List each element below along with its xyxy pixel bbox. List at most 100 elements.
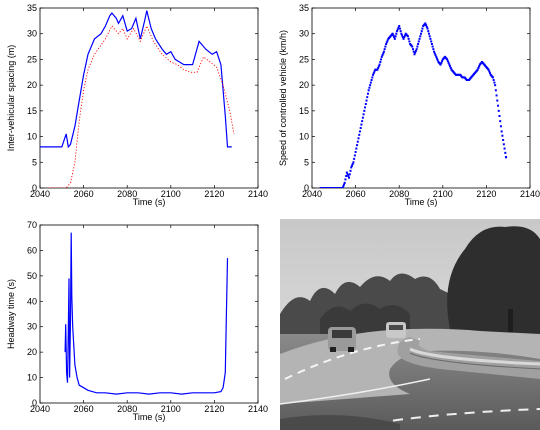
speed-data-point	[385, 43, 388, 45]
speed-data-point	[416, 45, 419, 48]
y-tick-label: 5	[32, 157, 37, 167]
speed-data-point	[419, 35, 422, 38]
speed-data-point	[496, 99, 499, 102]
x-tick-label: 2040	[302, 189, 322, 199]
speed-data-point	[349, 169, 352, 172]
x-axis-label: Time (s)	[133, 412, 166, 422]
y-tick-label: 20	[299, 80, 309, 90]
speed-data-point	[493, 81, 496, 84]
speed-data-point	[342, 183, 345, 186]
speed-data-point	[431, 45, 434, 48]
y-tick-label: 50	[27, 271, 37, 281]
speed-data-point	[501, 134, 504, 137]
speed-data-point	[396, 30, 399, 33]
speed-data-point	[321, 187, 324, 188]
x-tick-label: 2100	[161, 189, 181, 199]
speed-data-point	[449, 67, 452, 69]
speed-data-point	[397, 26, 400, 29]
speed-data-point	[334, 187, 337, 188]
speed-data-point	[418, 37, 421, 40]
speed-data-point	[373, 70, 376, 73]
y-axis-label: Inter-vehicular spacing (m)	[6, 45, 16, 152]
speed-data-point	[504, 151, 507, 154]
speed-data-point	[399, 30, 402, 33]
speed-data-point	[345, 175, 348, 177]
y-tick-label: 25	[27, 54, 37, 64]
x-tick-label: 2080	[389, 189, 409, 199]
speed-data-point	[362, 113, 365, 116]
x-axis-label: Time (s)	[405, 197, 438, 207]
speed-data-point	[367, 89, 370, 92]
y-tick-label: 25	[299, 54, 309, 64]
speed-data-point	[361, 120, 364, 123]
speed-data-point	[497, 104, 500, 107]
speed-data-point	[436, 59, 439, 62]
measured-series-line	[64, 232, 229, 395]
speed-data-point	[430, 40, 433, 43]
speed-data-point	[492, 79, 495, 81]
speed-data-point	[348, 176, 351, 179]
plot-area-frame	[39, 224, 259, 404]
y-tick-label: 5	[304, 157, 309, 167]
speed-data-point	[377, 65, 380, 68]
x-tick-label: 2140	[248, 189, 268, 199]
speed-data-point	[487, 68, 490, 71]
speed-data-point	[499, 125, 502, 128]
speed-data-point	[500, 130, 503, 133]
speed-data-point	[402, 37, 405, 40]
speed-data-point	[424, 22, 427, 25]
x-tick-label: 2080	[117, 189, 137, 199]
speed-data-point	[384, 45, 387, 48]
speed-series	[319, 22, 508, 188]
speed-data-point	[477, 67, 480, 69]
speed-data-point	[338, 187, 341, 188]
speed-chart-svg: 2040 2060 2080 2100 2120 2140 0 5 10 15 20 25 30 35 Ti…	[278, 3, 540, 207]
spacing-chart-svg: 2040 2060 2080 2100 2120 2140 0 5 10 15 20 25 30 35 Ti…	[6, 3, 268, 207]
speed-data-point	[370, 79, 373, 81]
speed-data-point	[344, 178, 347, 181]
speed-data-point	[348, 173, 351, 176]
x-tick-label: 2140	[520, 189, 540, 199]
speed-data-point	[369, 81, 372, 84]
plot-area-frame	[311, 7, 531, 189]
speed-data-point	[414, 51, 417, 54]
speed-data-point	[378, 63, 381, 66]
y-tick-label: 10	[27, 373, 37, 383]
y-axis-label: Speed of controlled vehicle (km/h)	[278, 30, 288, 166]
speed-data-point	[408, 40, 411, 43]
speed-data-point	[427, 30, 430, 33]
road-scene-image	[280, 219, 540, 430]
speed-data-point	[359, 127, 362, 129]
speed-data-point	[441, 60, 444, 63]
speed-data-point	[425, 25, 428, 28]
y-tick-label: 30	[27, 29, 37, 39]
speed-data-point	[380, 58, 383, 61]
speed-data-point	[341, 187, 344, 188]
speed-data-point	[396, 28, 399, 31]
speed-data-point	[417, 43, 420, 45]
speed-data-point	[331, 187, 334, 188]
speed-data-point	[376, 68, 379, 71]
speed-data-point	[356, 144, 359, 147]
speed-data-point	[328, 187, 331, 188]
speed-data-point	[491, 76, 494, 79]
speed-data-point	[494, 84, 497, 87]
plot-area-frame	[39, 7, 259, 189]
speed-data-point	[398, 27, 401, 30]
speed-data-point	[353, 157, 356, 160]
speed-data-point	[372, 73, 375, 76]
headway-chart-svg: 2040 2060 2080 2100 2120 2140 0 10 20 30 40 50 60 70 T…	[6, 220, 268, 422]
speed-data-point	[366, 96, 369, 99]
speed-data-point	[360, 123, 363, 126]
speed-data-point	[448, 63, 451, 66]
speed-data-point	[395, 32, 398, 35]
speed-data-point	[403, 36, 406, 39]
speed-data-point	[392, 34, 395, 37]
speed-data-point	[393, 37, 396, 40]
speed-data-point	[430, 43, 433, 45]
speed-data-point	[325, 187, 328, 188]
measured-series-line	[40, 10, 232, 149]
y-tick-label: 30	[27, 322, 37, 332]
speed-data-point	[476, 68, 479, 71]
speed-data-point	[319, 187, 322, 188]
